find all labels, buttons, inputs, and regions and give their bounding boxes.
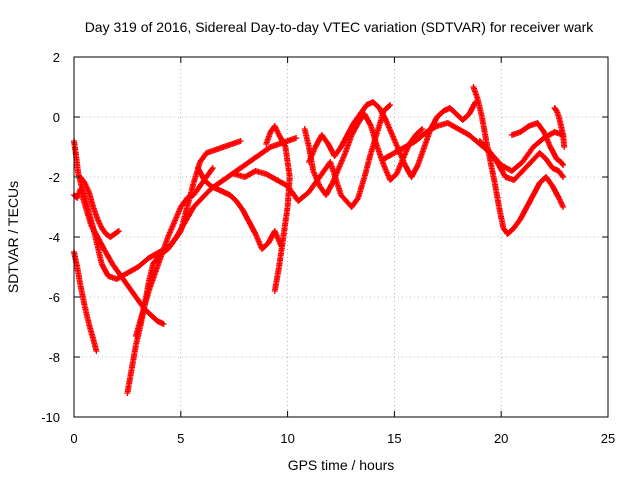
marker-trace <box>508 120 567 168</box>
grid <box>74 57 608 417</box>
marker-trace <box>476 138 567 183</box>
y-tick-label: 2 <box>53 50 60 65</box>
series-trace-9 <box>231 102 394 210</box>
x-tick-label: 20 <box>494 431 508 446</box>
x-axis-ticks: 0 5 10 15 20 25 <box>70 57 615 446</box>
x-tick-label: 5 <box>177 431 184 446</box>
marker-trace <box>231 102 394 210</box>
x-tick-label: 15 <box>387 431 401 446</box>
marker-trace <box>194 165 285 252</box>
data-markers <box>71 84 568 396</box>
x-tick-label: 10 <box>280 431 294 446</box>
series-trace-4 <box>77 174 122 240</box>
y-axis-ticks: -10 -8 -6 -4 -2 0 2 <box>41 50 608 425</box>
x-axis-label: GPS time / hours <box>288 457 395 473</box>
y-tick-label: -2 <box>48 170 60 185</box>
series-trace-1 <box>71 249 100 354</box>
chart-title: Day 319 of 2016, Sidereal Day-to-day VTE… <box>85 19 595 35</box>
marker-trace <box>71 249 100 354</box>
y-tick-label: 0 <box>53 110 60 125</box>
series-trace-13 <box>470 84 567 237</box>
y-tick-label: -6 <box>48 290 60 305</box>
series-trace-6 <box>132 165 216 339</box>
series-trace-16 <box>551 105 568 150</box>
series-trace-15 <box>508 120 567 168</box>
y-tick-label: -8 <box>48 350 60 365</box>
x-tick-label: 0 <box>70 431 77 446</box>
series-trace-7 <box>194 165 285 252</box>
marker-trace <box>77 174 122 240</box>
series-trace-14 <box>476 138 567 183</box>
x-tick-label: 25 <box>601 431 615 446</box>
marker-trace <box>470 84 567 237</box>
y-tick-label: -10 <box>41 410 60 425</box>
y-axis-label: SDTVAR / TECUs <box>5 181 21 293</box>
marker-trace <box>551 105 568 150</box>
marker-trace <box>132 165 216 339</box>
y-tick-label: -4 <box>48 230 60 245</box>
